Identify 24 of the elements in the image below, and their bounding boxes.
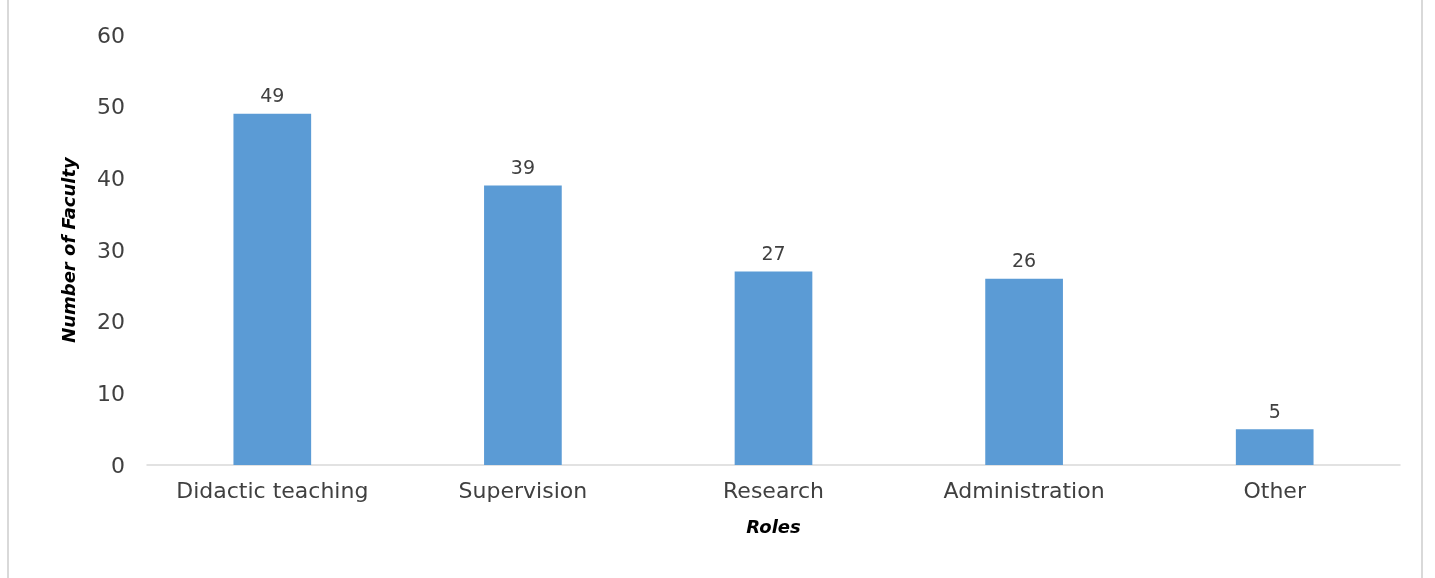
y-axis-title: Number of Faculty	[57, 155, 79, 343]
y-tick-label: 20	[97, 309, 125, 335]
bar	[1235, 429, 1314, 465]
x-tick-label: Research	[723, 477, 824, 503]
y-tick-label: 10	[97, 380, 125, 406]
data-label: 49	[260, 84, 285, 107]
y-tick-label: 30	[97, 237, 125, 263]
data-label: 5	[1268, 399, 1281, 422]
data-label: 39	[510, 156, 535, 178]
data-label: 26	[1012, 249, 1037, 272]
bar	[985, 278, 1063, 465]
x-tick-label: Didactic teaching	[176, 477, 369, 503]
x-tick-label: Supervision	[458, 477, 588, 503]
y-tick-label: 60	[97, 22, 125, 48]
bar	[484, 185, 562, 465]
x-axis-title: Roles	[746, 515, 801, 537]
bar	[233, 113, 312, 465]
bar	[734, 271, 813, 465]
x-tick-label: Other	[1243, 477, 1307, 503]
y-tick-label: 0	[111, 452, 125, 478]
x-tick-label: Administration	[943, 477, 1105, 503]
y-tick-label: 40	[97, 165, 125, 191]
y-tick-label: 50	[97, 94, 125, 120]
data-label: 27	[761, 242, 786, 264]
